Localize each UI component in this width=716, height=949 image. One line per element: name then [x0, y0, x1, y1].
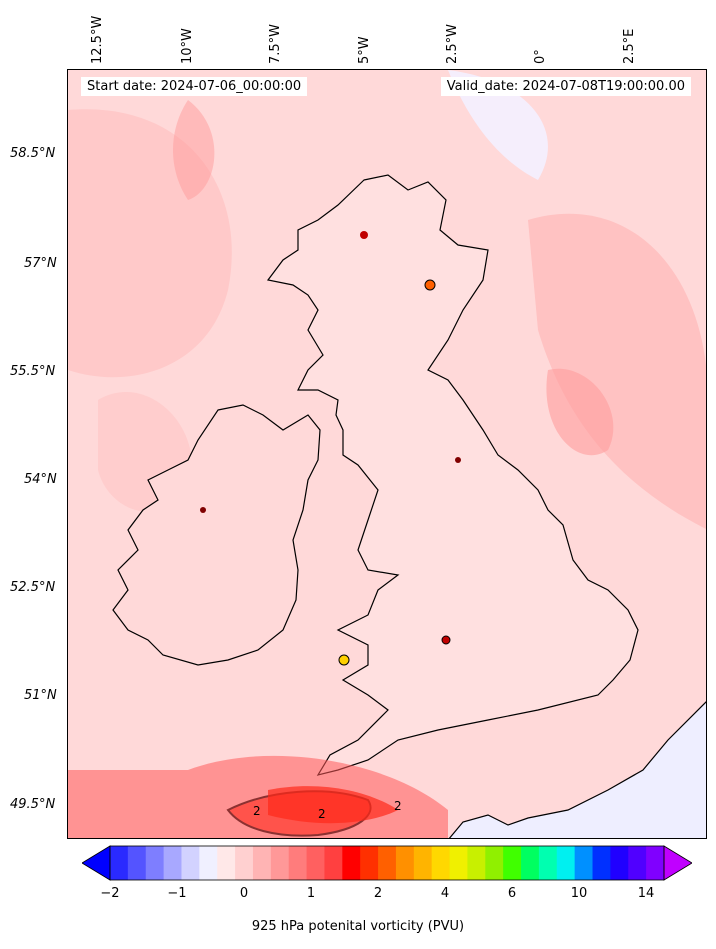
colorbar-segment — [556, 846, 576, 880]
pv-patch — [173, 100, 215, 200]
colorbar-tick: 6 — [507, 886, 517, 901]
lon-label: 7.5°W — [268, 23, 283, 64]
colorbar-segment — [181, 846, 200, 880]
lat-label: 51°N — [24, 688, 57, 703]
colorbar-segment — [485, 846, 504, 880]
colorbar-tick: 4 — [440, 886, 450, 901]
pv-patch — [448, 70, 548, 180]
colorbar-segment — [592, 846, 611, 880]
colorbar-segment — [306, 846, 325, 880]
colorbar-outline — [109, 845, 665, 881]
pv-high-core — [268, 786, 398, 824]
colorbar-segment — [324, 846, 343, 880]
contour-label: 2 — [253, 804, 261, 818]
colorbar-segment — [288, 846, 308, 880]
lat-label: 55.5°N — [10, 364, 56, 379]
pv-patch — [546, 368, 614, 456]
colorbar-segment — [163, 846, 182, 880]
colorbar-segment — [574, 846, 594, 880]
lon-label: 10°W — [180, 28, 195, 64]
colorbar-segment — [145, 846, 165, 880]
colorbar-segment — [413, 846, 433, 880]
colorbar-label: 925 hPa potenital vorticity (PVU) — [251, 919, 465, 934]
france-coast — [448, 701, 706, 838]
colorbar-segment — [521, 846, 540, 880]
lat-label: 52.5°N — [10, 580, 56, 595]
colorbar-tick: 10 — [570, 886, 588, 901]
colorbar-segment — [252, 846, 272, 880]
pv-hotspot — [338, 654, 350, 666]
lat-label: 49.5°N — [10, 797, 56, 812]
colorbar-segment — [646, 846, 665, 880]
pv-patch — [528, 213, 706, 529]
colorbar-segment — [449, 846, 468, 880]
colorbar-segment — [378, 846, 397, 880]
ireland-landmass — [112, 404, 321, 666]
colorbar-segment — [628, 846, 647, 880]
pv-hotspot — [455, 457, 461, 463]
colorbar-segment — [342, 846, 361, 880]
colorbar-segment — [199, 846, 218, 880]
lat-label: 57°N — [24, 256, 57, 271]
pv-hotspot — [200, 507, 206, 513]
colorbar-tick: 2 — [373, 886, 383, 901]
lon-label: 12.5°W — [90, 15, 105, 64]
colorbar-tick: 14 — [637, 886, 655, 901]
colorbar-segment — [235, 846, 254, 880]
colorbar-segment — [395, 846, 415, 880]
colorbar-segment — [127, 846, 147, 880]
colorbar-segment — [431, 846, 451, 880]
valid-date-label: Valid_date: 2024-07-08T19:00:00.00 — [440, 77, 691, 96]
contour-label: 2 — [318, 807, 326, 821]
colorbar-tick: 0 — [239, 886, 249, 901]
colorbar-extend-right — [663, 845, 692, 881]
colorbar-extend-left — [82, 845, 111, 881]
pv-hotspot — [424, 279, 436, 291]
colorbar-segment — [538, 846, 558, 880]
pv-hotspot — [441, 635, 451, 645]
colorbar-segment — [270, 846, 290, 880]
contour-label: 2 — [394, 799, 402, 813]
colorbar — [82, 845, 692, 881]
pv-hotspot — [360, 231, 368, 239]
lon-label: 0° — [533, 49, 548, 64]
colorbar-segment — [360, 846, 379, 880]
lon-label: 2.5°W — [445, 23, 460, 64]
map-panel: 2 2 2 — [67, 69, 707, 839]
colorbar-segment — [610, 846, 629, 880]
colorbar-tick: −2 — [100, 886, 120, 901]
lon-label: 2.5°E — [622, 28, 637, 64]
lat-label: 54°N — [24, 472, 57, 487]
map-canvas: 2 2 2 — [68, 70, 706, 838]
colorbar-segment — [503, 846, 522, 880]
colorbar-segment — [467, 846, 486, 880]
colorbar-segment — [110, 846, 129, 880]
start-date-label: Start date: 2024-07-06_00:00:00 — [81, 77, 308, 96]
colorbar-tick: 1 — [306, 886, 316, 901]
lon-label: 5°W — [357, 36, 372, 64]
colorbar-segment — [217, 846, 236, 880]
lat-label: 58.5°N — [10, 146, 56, 161]
colorbar-tick: −1 — [167, 886, 187, 901]
